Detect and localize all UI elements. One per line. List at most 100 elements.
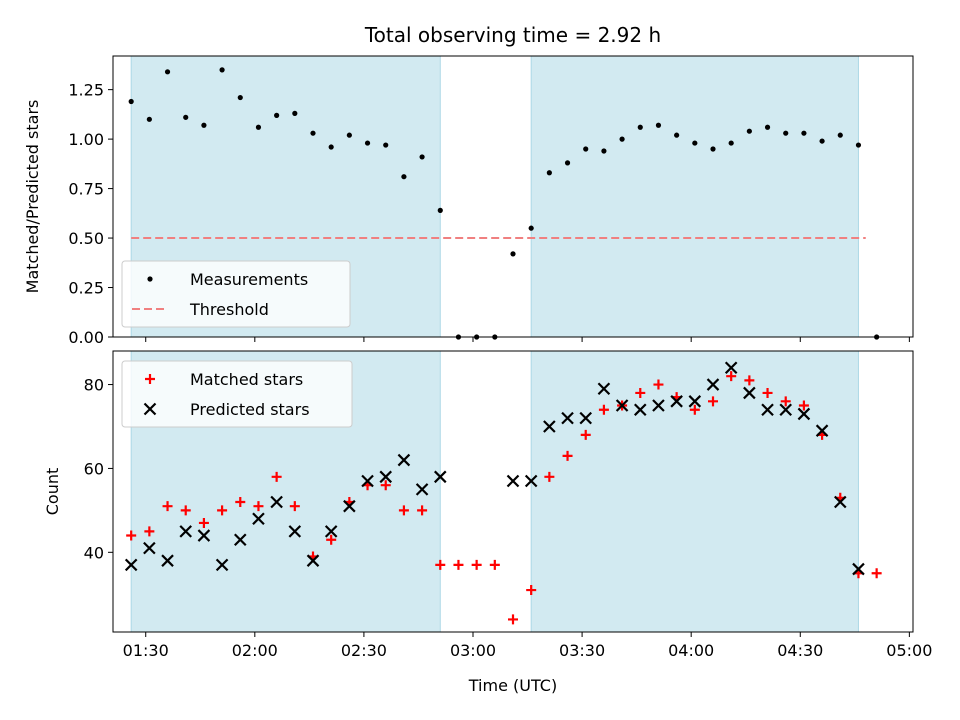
measurements-point — [201, 122, 207, 128]
predicted-stars-point — [415, 483, 429, 496]
measurements-point — [401, 174, 407, 180]
matched-stars-point — [235, 496, 246, 507]
predicted-stars-point — [779, 403, 793, 416]
legend-label-predicted-stars: Predicted stars — [190, 400, 310, 419]
bottom-axes-frame — [112, 350, 914, 633]
measurements-point — [164, 69, 171, 75]
measurements-point — [674, 132, 680, 138]
measurements-point — [764, 124, 771, 130]
measurements-point — [728, 140, 734, 146]
x-tick-label: 03:00 — [450, 641, 496, 660]
y-tick-label: 60 — [84, 459, 104, 478]
matched-stars-point — [489, 559, 500, 570]
predicted-stars-point — [179, 525, 193, 538]
measurements-point — [310, 130, 316, 136]
top-panel: 0.00 0.25 0.50 0.75 1.00 1.25 Matched/Predict… — [23, 55, 914, 347]
predicted-stars-point — [524, 474, 538, 488]
x-tick-label: 05:00 — [886, 641, 932, 660]
measurements-point — [183, 114, 189, 120]
legend-label-threshold: Threshold — [189, 300, 269, 319]
matched-stars-point — [435, 559, 446, 570]
predicted-stars-point — [215, 558, 229, 572]
predicted-stars-point — [324, 525, 338, 538]
predicted-stars-point — [797, 407, 811, 421]
measurements-point — [710, 146, 716, 152]
x-tick-label: 04:30 — [777, 641, 823, 660]
y-tick-label: 80 — [84, 376, 104, 395]
top-y-axis-label: Matched/Predicted stars — [23, 100, 42, 294]
measurements-point — [437, 207, 443, 213]
matched-stars-point — [453, 559, 464, 570]
predicted-stars-point — [597, 382, 611, 396]
predicted-stars-point — [688, 395, 702, 408]
measurements-point — [855, 142, 862, 148]
predicted-stars-point — [252, 512, 265, 526]
matched-stars-point — [271, 471, 282, 482]
matched-stars-point — [798, 400, 809, 411]
predicted-stars-point — [270, 495, 283, 509]
predicted-stars-point — [161, 554, 174, 567]
matched-stars-point — [144, 526, 155, 537]
matched-stars-point — [508, 614, 518, 625]
predicted-stars-point — [433, 470, 447, 484]
bottom-series-layer — [124, 361, 882, 625]
matched-stars-point — [708, 396, 718, 407]
legend-box — [121, 360, 353, 428]
top-ticks: 0.00 0.25 0.50 0.75 1.00 1.25 — [68, 81, 910, 347]
matched-stars-point — [289, 501, 300, 512]
matched-stars-point — [562, 450, 573, 461]
predicted-stars-point — [652, 399, 665, 412]
x-tick-label: 04:00 — [668, 641, 714, 660]
y-tick-label: 40 — [84, 543, 104, 562]
x-tick-label: 03:30 — [559, 641, 605, 660]
measurements-point — [601, 148, 607, 154]
predicted-stars-point — [506, 474, 520, 488]
predicted-stars-point — [579, 411, 593, 425]
y-tick-label: 1.25 — [68, 81, 104, 100]
predicted-stars-point — [233, 533, 247, 547]
predicted-stars-point — [561, 411, 574, 425]
matched-stars-point — [744, 375, 755, 386]
top-series-layer — [128, 67, 880, 340]
legend-swatch-measurements — [147, 276, 153, 282]
matched-stars-point — [871, 568, 882, 579]
predicted-stars-point — [743, 386, 756, 400]
measurements-point — [128, 98, 134, 105]
predicted-stars-point — [724, 361, 738, 375]
predicted-stars-point — [815, 424, 829, 437]
predicted-stars-point — [343, 499, 356, 513]
y-tick-label: 0.25 — [68, 279, 104, 298]
top-legend: Measurements Threshold — [121, 260, 351, 328]
bottom-panel: 01:30 02:00 02:30 03:00 03:30 04:00 04:30 05:00… — [43, 350, 932, 660]
matched-stars-point — [326, 534, 337, 545]
y-tick-label: 0.75 — [68, 180, 104, 199]
measurements-point — [237, 94, 243, 101]
predicted-stars-point — [143, 541, 156, 555]
matched-stars-point — [380, 480, 391, 491]
matched-stars-point — [780, 396, 791, 407]
predicted-stars-point — [761, 403, 774, 416]
matched-stars-point — [653, 379, 664, 390]
predicted-stars-point — [543, 420, 556, 433]
x-tick-label: 01:30 — [123, 641, 169, 660]
y-tick-label: 1.00 — [68, 130, 104, 149]
measurements-point — [419, 154, 425, 160]
predicted-stars-point — [288, 525, 302, 538]
predicted-stars-point — [670, 395, 683, 408]
bottom-y-axis-label: Count — [43, 468, 62, 516]
measurements-point — [219, 67, 225, 73]
predicted-stars-point — [361, 474, 374, 488]
measurements-point — [383, 142, 389, 148]
matched-stars-point — [253, 501, 264, 512]
matched-stars-point — [180, 505, 191, 516]
measurements-point — [274, 112, 280, 118]
measurements-point — [801, 130, 807, 136]
matched-stars-point — [417, 505, 428, 516]
measurements-point — [528, 225, 534, 231]
matched-stars-point — [217, 505, 228, 516]
measurements-point — [346, 132, 352, 138]
predicted-stars-point — [379, 470, 393, 484]
measurements-point — [655, 122, 662, 128]
matched-stars-point — [198, 517, 209, 528]
